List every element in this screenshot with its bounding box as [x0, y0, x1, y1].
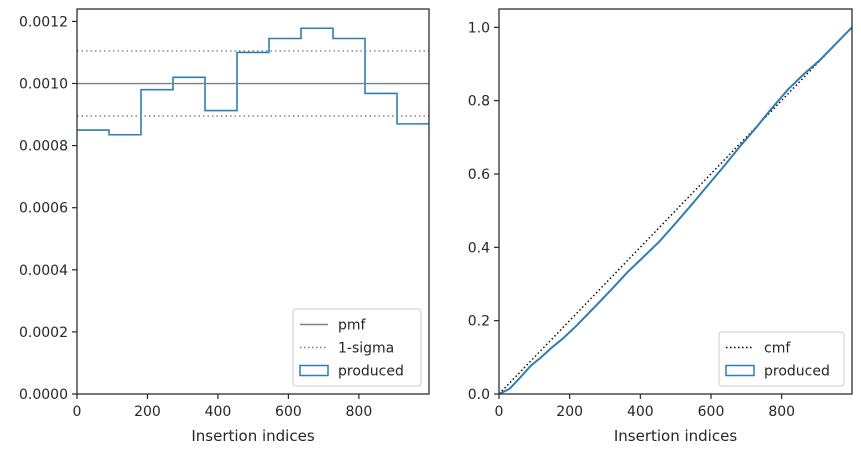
- cumulative-x-axis-label: Insertion indices: [614, 427, 737, 445]
- y-tick-label: 0.8: [468, 94, 490, 110]
- y-tick-label: 0.4: [468, 240, 490, 256]
- series-cmf-line: [498, 26, 853, 395]
- x-tick-label: 600: [698, 404, 725, 420]
- histogram-panel: 0 200 400 600 800 0.0000 0.0002 0.0004 0.0006 0.…: [19, 8, 430, 445]
- legend-handle-produced: [725, 364, 755, 377]
- x-tick-label: 0: [495, 404, 504, 420]
- cumulative-legend: cmf produced: [718, 331, 845, 387]
- y-tick-label: 1.0: [468, 20, 490, 36]
- legend-label-pmf: pmf: [338, 318, 367, 334]
- x-tick-label: 600: [275, 404, 302, 420]
- series-produced-step: [77, 27, 429, 136]
- x-tick-label: 200: [134, 404, 161, 420]
- x-tick-label: 400: [205, 404, 232, 420]
- x-tick-label: 800: [768, 404, 795, 420]
- legend-label-1-sigma: 1-sigma: [338, 341, 394, 357]
- y-tick-label: 0.0006: [19, 201, 68, 217]
- legend-box: [718, 331, 845, 387]
- legend-label-produced: produced: [764, 364, 830, 380]
- y-tick-label: 0.0: [468, 387, 490, 403]
- histogram-legend: pmf 1-sigma produced: [292, 308, 422, 387]
- y-tick-label: 0.0004: [19, 263, 68, 279]
- x-tick-label: 800: [346, 404, 373, 420]
- legend-box: [292, 308, 422, 387]
- histogram-plot-frame: [76, 8, 430, 395]
- histogram-x-axis-label: Insertion indices: [191, 427, 314, 445]
- x-tick-label: 400: [627, 404, 654, 420]
- y-tick-label: 0.0012: [19, 14, 68, 30]
- x-tick-label: 0: [73, 404, 82, 420]
- cumulative-plot-frame: [498, 8, 853, 395]
- y-tick-label: 0.0000: [19, 387, 68, 403]
- legend-label-produced: produced: [338, 364, 404, 380]
- series-produced-cumulative-line: [498, 26, 853, 395]
- x-tick-label: 200: [556, 404, 583, 420]
- cumulative-panel: 0 200 400 600 800 0.0 0.2 0.4 0.6 0.8 1.0 Inserti…: [468, 8, 853, 445]
- legend-label-cmf: cmf: [764, 341, 791, 357]
- legend-handle-produced: [299, 364, 329, 377]
- y-tick-label: 0.6: [468, 167, 490, 183]
- y-tick-label: 0.0008: [19, 139, 68, 155]
- y-tick-label: 0.0010: [19, 77, 68, 93]
- y-tick-label: 0.2: [468, 314, 490, 330]
- y-tick-label: 0.0002: [19, 325, 68, 341]
